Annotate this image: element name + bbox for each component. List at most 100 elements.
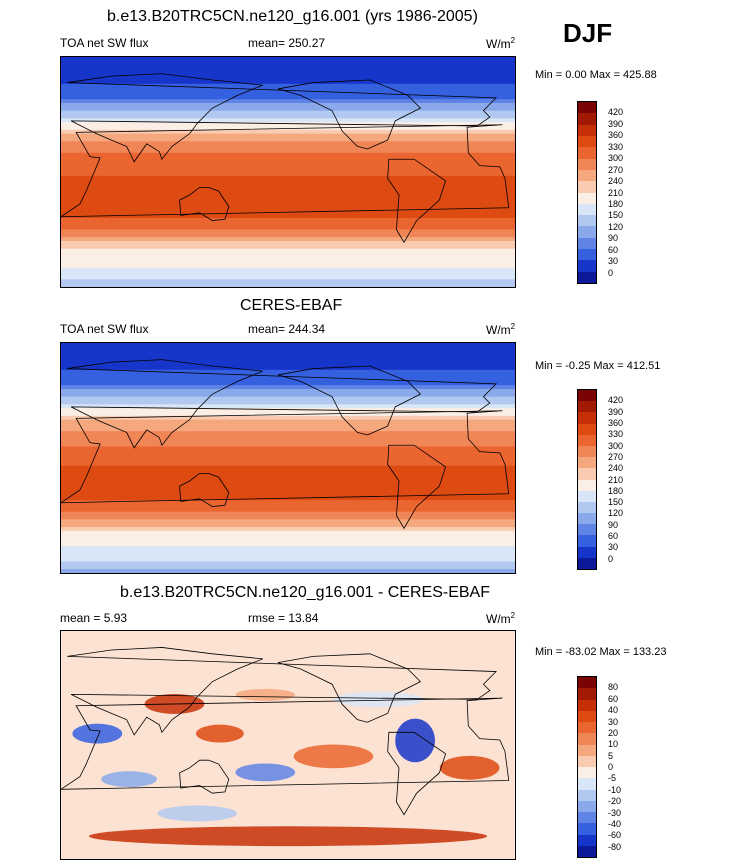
colorbar-swatch — [578, 501, 596, 514]
colorbar-tick-label: 90 — [608, 519, 619, 530]
panel3-units: W/m2 — [486, 611, 516, 626]
colorbar-swatch — [578, 124, 596, 136]
colorbar-tick-label: -20 — [608, 796, 622, 807]
map-band — [61, 187, 515, 192]
map-band — [61, 557, 515, 563]
map-band — [61, 358, 515, 363]
map-band — [61, 152, 515, 158]
coastline — [67, 359, 498, 449]
map-band — [61, 141, 515, 146]
map-band — [61, 206, 515, 211]
colorbar-tick-label: 390 — [608, 118, 624, 129]
map-band — [61, 237, 515, 242]
map-band — [61, 542, 515, 547]
colorbar-tick-label: 20 — [608, 727, 619, 738]
map-band — [61, 519, 515, 524]
map-band — [61, 218, 515, 223]
map-anomaly — [235, 763, 296, 782]
colorbar-swatch — [578, 445, 596, 458]
map-band — [61, 80, 515, 85]
map-anomaly — [88, 826, 488, 847]
map-band — [61, 95, 515, 100]
map-anomaly — [72, 723, 123, 744]
map-band — [61, 267, 515, 273]
panel1-mean-label: mean= 250.27 — [248, 36, 326, 50]
map-band — [61, 198, 515, 204]
colorbar-swatch — [578, 390, 596, 402]
colorbar-tick-label: 330 — [608, 141, 624, 152]
panel2-colorbar — [577, 389, 597, 570]
colorbar-tick-label: 60 — [608, 693, 619, 704]
map-band — [61, 191, 515, 196]
map-anomaly — [293, 744, 374, 769]
map-band — [61, 369, 515, 375]
map-band — [61, 283, 515, 287]
colorbar-tick-label: 180 — [608, 485, 624, 496]
colorbar-tick-label: 0 — [608, 553, 614, 564]
map-band — [61, 172, 515, 177]
colorbar-tick-label: 330 — [608, 429, 624, 440]
map-band — [61, 377, 515, 382]
map-band — [61, 68, 515, 73]
coastline — [387, 731, 447, 816]
colorbar-swatch — [578, 490, 596, 502]
panel3-minmax: Min = -83.02 Max = 133.23 — [535, 646, 667, 658]
colorbar-tick-label: 80 — [608, 682, 619, 693]
map-anomaly — [157, 805, 238, 822]
map-band — [61, 103, 515, 108]
map-band — [61, 484, 515, 490]
panel2-mean-label: mean= 244.34 — [248, 322, 326, 336]
colorbar-swatch — [578, 412, 596, 424]
map-band — [61, 106, 515, 112]
figure-title: b.e13.B20TRC5CN.ne120_g16.001 (yrs 1986-… — [107, 8, 478, 25]
map-band — [61, 244, 515, 250]
colorbar-tick-label: 60 — [608, 244, 619, 255]
map-band — [61, 408, 515, 413]
map-band — [61, 546, 515, 551]
map-band — [61, 64, 515, 70]
map-band — [61, 87, 515, 93]
colorbar-tick-label: 30 — [608, 256, 619, 267]
colorbar-swatch — [578, 699, 596, 711]
colorbar-swatch — [578, 688, 596, 700]
colorbar-swatch — [578, 147, 596, 159]
colorbar-swatch — [578, 249, 596, 261]
colorbar-swatch — [578, 423, 596, 435]
colorbar-swatch — [578, 812, 596, 824]
map-band — [61, 350, 515, 356]
map-band — [61, 252, 515, 257]
map-band — [61, 527, 515, 532]
map-band — [61, 427, 515, 432]
map-band — [61, 473, 515, 478]
colorbar-tick-label: 420 — [608, 395, 624, 406]
colorbar-swatch — [578, 677, 596, 689]
colorbar-swatch — [578, 102, 596, 114]
colorbar-tick-label: 150 — [608, 210, 624, 221]
panel1-colorbar — [577, 101, 597, 284]
colorbar-tick-label: 420 — [608, 107, 624, 118]
map-band — [61, 110, 515, 116]
panel3-rmse-label: rmse = 13.84 — [248, 611, 319, 625]
map-band — [61, 221, 515, 227]
map-band — [61, 373, 515, 379]
colorbar-tick-label: 210 — [608, 187, 624, 198]
map-band — [61, 195, 515, 200]
colorbar-swatch — [578, 524, 596, 536]
panel1-map — [60, 56, 516, 288]
map-band — [61, 515, 515, 520]
map-band — [61, 404, 515, 409]
map-band — [61, 488, 515, 494]
map-band — [61, 256, 515, 261]
colorbar-swatch — [578, 113, 596, 125]
map-band — [61, 346, 515, 352]
coastline — [277, 653, 422, 723]
colorbar-tick-label: 270 — [608, 451, 624, 462]
colorbar-swatch — [578, 823, 596, 835]
colorbar-swatch — [578, 237, 596, 250]
map-band — [61, 415, 515, 421]
colorbar-swatch — [578, 733, 596, 745]
panel2-title: CERES-EBAF — [240, 297, 343, 314]
colorbar-tick-label: -80 — [608, 841, 622, 852]
map-band — [61, 481, 515, 486]
map-band — [61, 260, 515, 265]
